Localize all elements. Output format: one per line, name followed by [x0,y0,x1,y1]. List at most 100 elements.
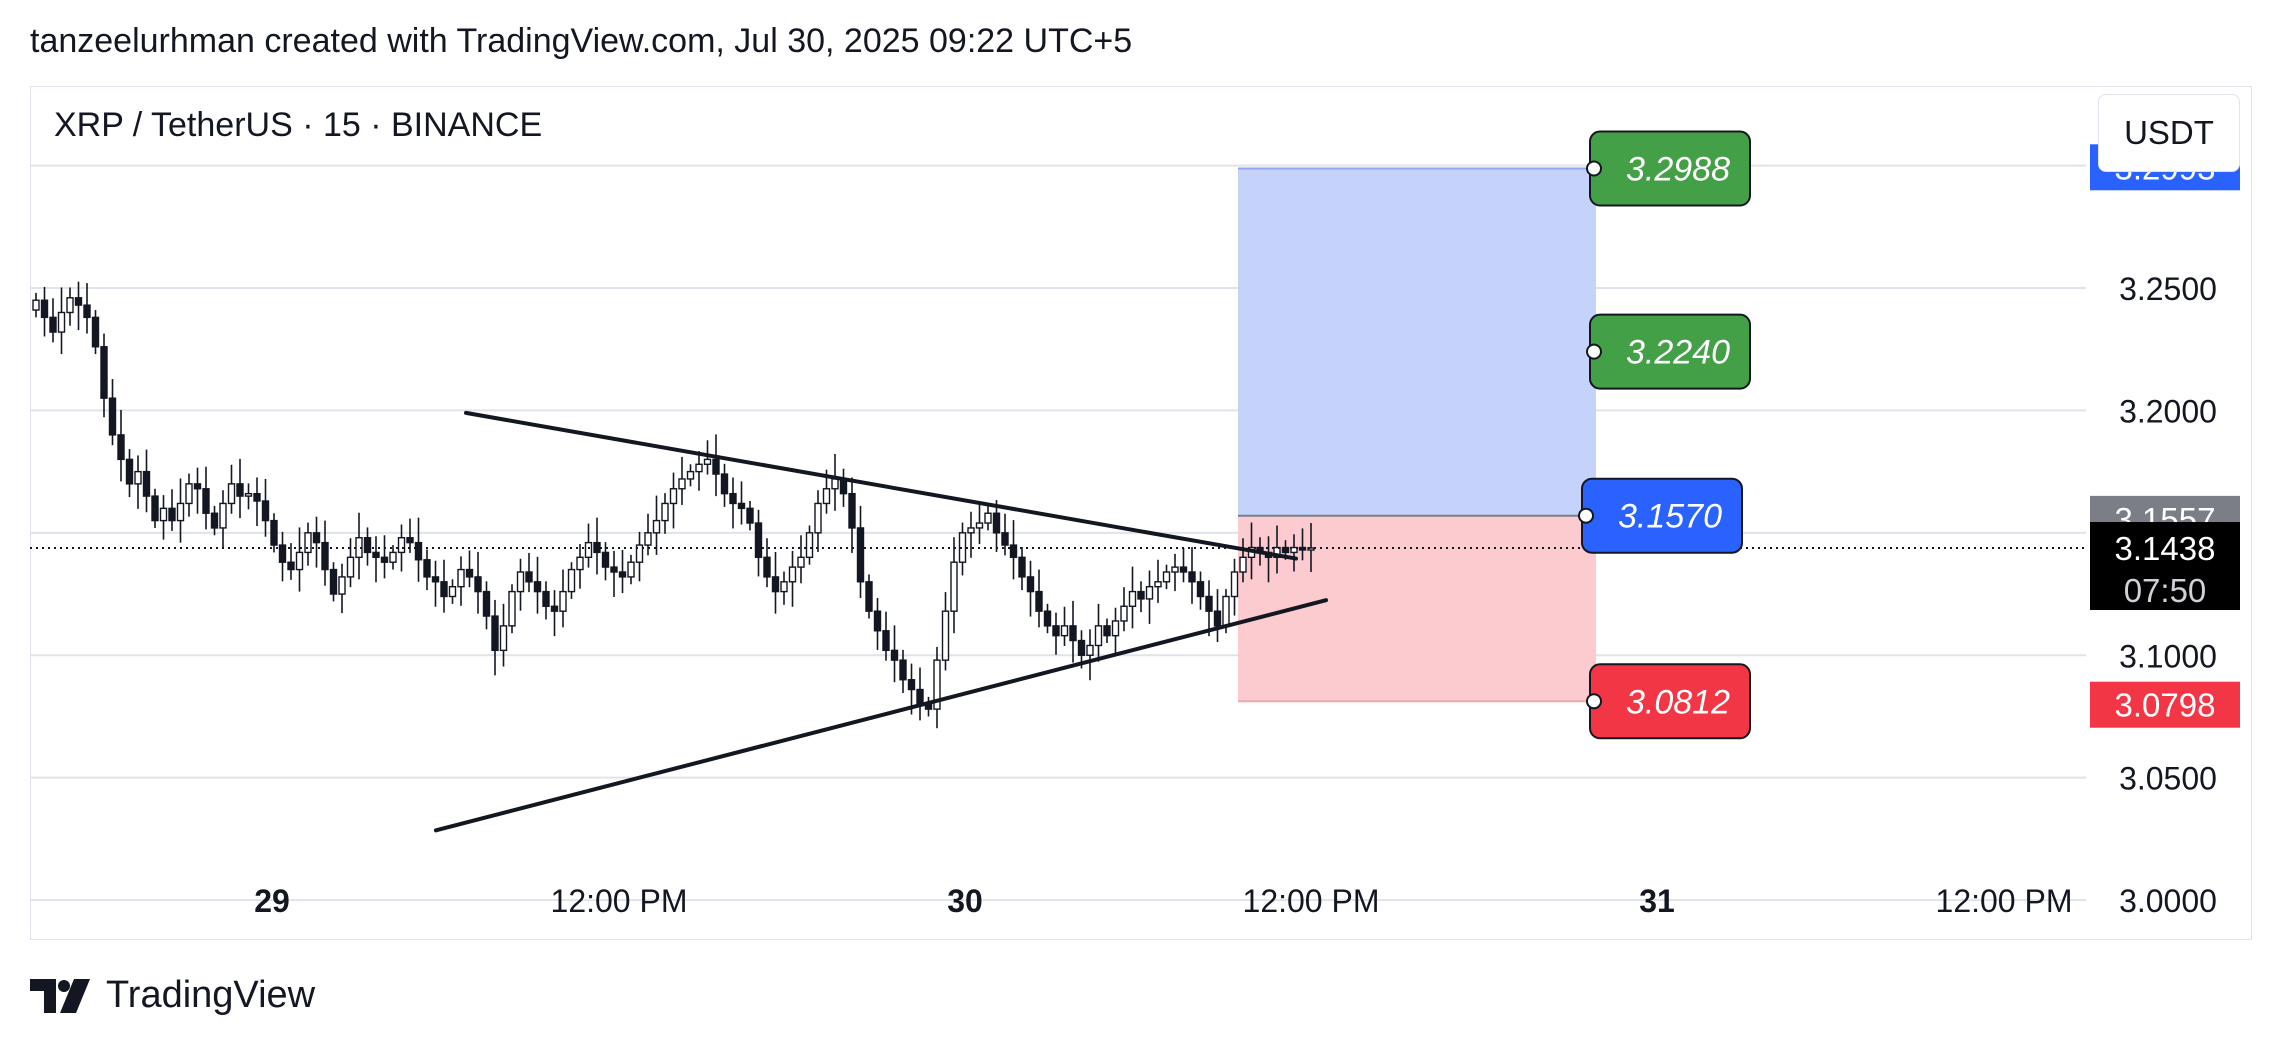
grid-lines [30,164,2086,902]
candle [83,283,91,334]
candle [1145,570,1154,624]
candle-body [576,556,584,571]
candle [729,477,737,529]
candle [644,513,652,556]
candle-body [601,551,610,568]
candle [346,538,355,588]
candle [338,563,346,614]
candle-body [941,610,950,661]
candle-body [202,488,210,514]
candle [423,549,431,591]
tradingview-logo[interactable]: TradingView [30,974,315,1017]
candle-body [550,605,559,612]
candle-body [805,532,814,559]
target-label-2[interactable]: 3.2240 [1586,313,1751,390]
candle [244,483,253,510]
candle [168,489,176,531]
currency-button[interactable]: USDT [2098,94,2240,172]
candle-body [848,492,856,529]
candle-body [890,649,899,661]
price-axis[interactable]: 3.25003.20003.10003.05003.00003.29933.15… [2090,144,2240,919]
candle [916,667,924,721]
candle-body [397,537,406,554]
stop-label-handle[interactable] [1586,693,1602,710]
candle [1128,566,1137,629]
time-axis[interactable]: 29 12:00 PM 30 12:00 PM 31 12:00 PM [254,883,2072,919]
candle-body [1179,566,1188,573]
candle-body [227,483,236,505]
axis-label-countdown: 07:50 [2124,572,2207,609]
candle [1205,580,1213,637]
candle-body [159,507,168,522]
candle [185,473,193,517]
target-label-1-handle[interactable] [1586,160,1602,177]
candle [1060,606,1069,646]
position-labels[interactable]: 3.2988 3.2240 3.1570 3.0812 [1578,130,1751,740]
candle-body [661,502,669,522]
candle-body [91,316,100,348]
candle-body [142,470,151,497]
entry-label-handle[interactable] [1578,507,1594,524]
candle [601,542,610,581]
price-tick: 3.2500 [2119,271,2217,307]
candle-body [1043,610,1052,627]
candle-body [465,568,474,578]
candle [1111,607,1120,655]
candle-body [1171,566,1179,573]
candle-body [1077,639,1086,656]
candle-body [1196,581,1205,598]
candle-body [1290,546,1298,554]
candle-body [40,299,49,319]
candle-body [321,541,329,571]
candle [873,597,882,650]
candle [66,287,74,326]
candle [720,463,729,507]
stop-label[interactable]: 3.0812 [1586,663,1751,740]
candle [57,287,66,355]
candle-body [185,483,193,505]
candle-body [125,458,134,485]
trendline-upper[interactable] [464,410,1298,561]
candle-body [1103,625,1111,637]
candle [457,556,465,606]
candle [372,536,380,583]
candle [567,562,576,599]
candle-body [338,576,346,595]
trendlines[interactable] [434,410,1328,833]
candle-body [329,568,338,595]
candle-body [780,581,788,593]
candle-body [346,556,355,578]
candle-body [754,522,763,559]
candle-body [66,297,74,314]
axis-label-black[interactable]: 3.1438 07:50 [2090,522,2240,611]
target-label-2-handle[interactable] [1586,343,1602,360]
symbol-title[interactable]: XRP / TetherUS · 15 · BINANCE [54,106,543,144]
candle [958,522,967,576]
candle-body [678,478,686,490]
target-label-2-text: 3.2240 [1626,334,1730,372]
candle [295,527,304,592]
candle [618,549,627,594]
candle [431,560,440,607]
candle [516,558,525,611]
candle [865,574,873,619]
entry-label[interactable]: 3.1570 [1578,477,1743,554]
candle [814,490,822,552]
candle [763,538,771,588]
candle [1162,564,1171,590]
candle [1137,581,1145,613]
candle-body [882,630,890,652]
candle [1026,560,1035,617]
candle-body [440,581,448,598]
candle [788,550,797,607]
candle-body [542,590,550,607]
price-tick: 3.0000 [2119,883,2217,919]
candle-body [1154,581,1162,588]
axis-label-red[interactable]: 3.0798 [2090,681,2240,728]
candle-body [1009,544,1018,559]
candle-body [406,537,414,544]
candle-body [669,488,678,505]
trendline-lower[interactable] [434,598,1328,833]
target-label-1[interactable]: 3.2988 [1586,130,1751,207]
